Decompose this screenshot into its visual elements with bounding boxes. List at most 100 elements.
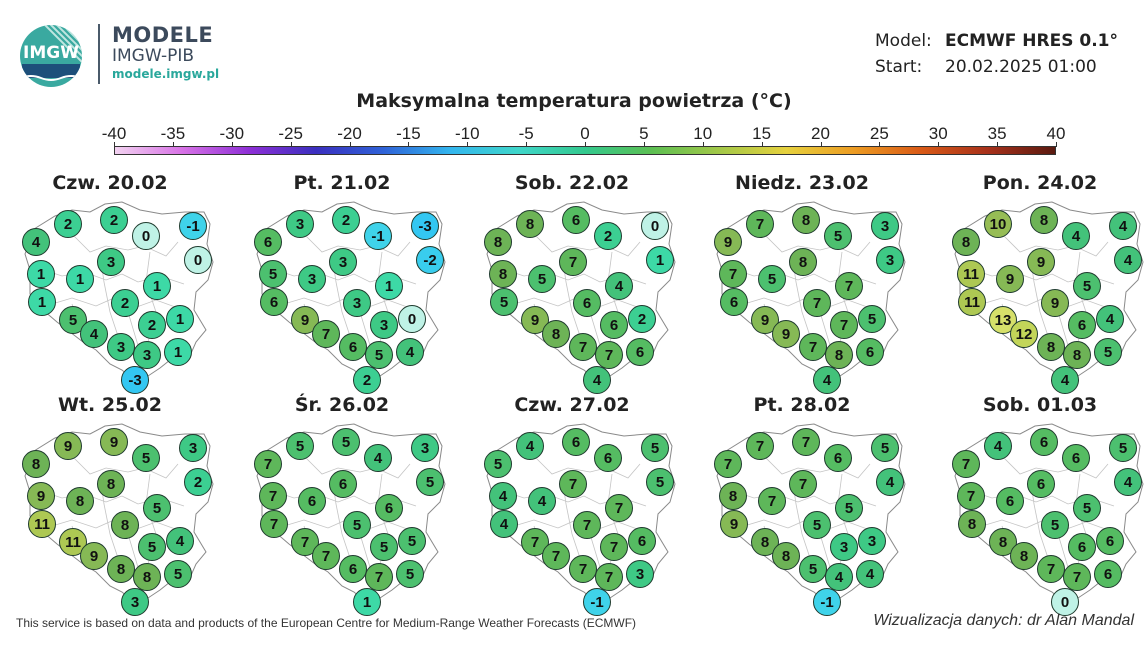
scale-tick [938, 142, 940, 147]
temperature-marker: 5 [1041, 511, 1069, 539]
scale-tick [1056, 142, 1057, 147]
temperature-marker: 3 [286, 210, 314, 238]
forecast-day-panel: Pon. 24.02 10 8 4 8 4 4 9 11 9 5 11 9 13 6 4 12 8 8 5 4 [940, 172, 1144, 394]
day-title: Czw. 20.02 [52, 172, 168, 194]
temperature-marker: 0 [1051, 588, 1079, 616]
visualization-credit: Wizualizacja danych: dr Alan Mandal [873, 612, 1134, 629]
temperature-marker: 7 [830, 311, 858, 339]
temperature-marker: 1 [166, 305, 194, 333]
temperature-marker: -2 [416, 246, 444, 274]
temperature-marker: 5 [871, 434, 899, 462]
temperature-marker: 7 [714, 450, 742, 478]
scale-tick [114, 142, 115, 147]
brand-url-link[interactable]: modele.imgw.pl [112, 67, 220, 81]
temperature-marker: -1 [364, 222, 392, 250]
scale-tick [231, 142, 233, 147]
day-title: Pt. 21.02 [293, 172, 391, 194]
forecast-day-panel: Czw. 27.02 4 6 5 5 6 5 7 4 4 7 4 7 7 7 6 7 7 7 3 -1 [472, 394, 676, 616]
scale-tick-label: 0 [580, 124, 590, 143]
temperature-marker: 7 [789, 470, 817, 498]
forecast-day-panel: Sob. 22.02 8 6 0 8 2 1 7 8 5 4 5 6 9 6 2 8 7 7 6 4 [472, 172, 676, 394]
temperature-marker: 5 [332, 428, 360, 456]
temperature-marker: 7 [799, 333, 827, 361]
scale-tick-label: 40 [1046, 124, 1066, 143]
temperature-marker: 9 [27, 482, 55, 510]
temperature-marker: 2 [111, 289, 139, 317]
temperature-marker: 3 [97, 248, 125, 276]
temperature-marker: 9 [996, 265, 1024, 293]
scale-tick-label: 15 [752, 124, 772, 143]
temperature-marker: 7 [254, 450, 282, 478]
temperature-marker: 6 [996, 487, 1024, 515]
temperature-marker: 7 [569, 555, 597, 583]
forecast-day-panel: Niedz. 23.02 7 8 3 9 5 3 8 7 5 7 6 7 9 7 5 9 7 8 6 4 [702, 172, 906, 394]
temperature-marker: 5 [343, 511, 371, 539]
day-title: Niedz. 23.02 [735, 172, 869, 194]
brand-block: MODELE IMGW-PIB modele.imgw.pl [98, 24, 219, 84]
day-title: Wt. 25.02 [58, 394, 162, 416]
temperature-marker: 3 [133, 341, 161, 369]
temperature-marker: 4 [1114, 468, 1142, 496]
temperature-marker: 7 [600, 533, 628, 561]
temperature-marker: 5 [370, 533, 398, 561]
temperature-marker: 6 [1027, 470, 1055, 498]
temperature-marker: 5 [398, 527, 426, 555]
temperature-marker: 6 [594, 444, 622, 472]
temperature-marker: 9 [100, 428, 128, 456]
temperature-marker: 8 [111, 511, 139, 539]
temperature-marker: 4 [1051, 366, 1079, 394]
temperature-marker: 7 [259, 482, 287, 510]
temperature-marker: 4 [396, 338, 424, 366]
temperature-marker: 6 [720, 288, 748, 316]
scale-tick-label: -35 [160, 124, 186, 143]
temperature-marker: 5 [365, 341, 393, 369]
temperature-marker: 8 [542, 320, 570, 348]
scale-tick [585, 142, 586, 147]
temperature-marker: 3 [626, 560, 654, 588]
temperature-marker: 7 [952, 450, 980, 478]
temperature-marker: 8 [1030, 206, 1058, 234]
day-title: Czw. 27.02 [514, 394, 630, 416]
temperature-marker: 2 [594, 222, 622, 250]
temperature-marker: 8 [1010, 542, 1038, 570]
footer-note: This service is based on data and produc… [16, 616, 637, 630]
region-border [531, 231, 641, 257]
temperature-marker: 2 [184, 468, 212, 496]
scale-tick [467, 142, 469, 147]
model-info: Model: ECMWF HRES 0.1° Start: 20.02.2025… [875, 28, 1118, 80]
temperature-marker: 6 [1096, 527, 1124, 555]
temperature-marker: 8 [1037, 333, 1065, 361]
scale-tick [526, 142, 528, 147]
temperature-marker: 5 [138, 533, 166, 561]
temperature-marker: 5 [858, 305, 886, 333]
temperature-marker: 1 [143, 272, 171, 300]
temperature-marker: 3 [179, 434, 207, 462]
scale-tick-label: -40 [101, 124, 127, 143]
temperature-marker: 5 [164, 560, 192, 588]
temperature-marker: 5 [143, 494, 171, 522]
temperature-marker: 4 [1096, 305, 1124, 333]
temperature-marker: 9 [720, 510, 748, 538]
temperature-marker: 8 [484, 228, 512, 256]
temperature-marker: 7 [312, 320, 340, 348]
temperature-marker: 8 [958, 510, 986, 538]
temperature-marker: 5 [396, 560, 424, 588]
temperature-marker: 4 [583, 366, 611, 394]
temperature-color-scale: -40 -35 -30 -25 -20 -15 -10 -5 0 5 10 15 20 25 30 35 40 [100, 124, 1070, 160]
temperature-marker: 8 [22, 450, 50, 478]
day-title: Sob. 01.03 [982, 394, 1098, 416]
start-value: 20.02.2025 01:00 [945, 57, 1097, 77]
temperature-marker: 2 [628, 305, 656, 333]
temperature-marker: 8 [133, 563, 161, 591]
temperature-marker: 3 [876, 246, 904, 274]
temperature-marker: 8 [66, 487, 94, 515]
region-border [999, 231, 1109, 257]
temperature-marker: 3 [329, 248, 357, 276]
temperature-marker: 3 [858, 527, 886, 555]
scale-tick [643, 142, 645, 147]
temperature-marker: 3 [121, 588, 149, 616]
temperature-marker: 8 [107, 555, 135, 583]
scale-tick-label: 30 [928, 124, 948, 143]
imgw-logo: IMGW [16, 24, 86, 88]
temperature-marker: 6 [1068, 311, 1096, 339]
